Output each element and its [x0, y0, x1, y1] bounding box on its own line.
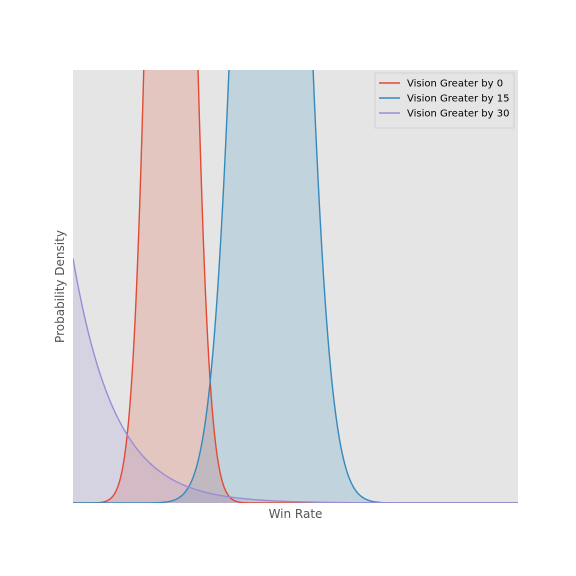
legend-label-vision-greater-by-15: Vision Greater by 15: [407, 94, 509, 105]
x-axis-label: Win Rate: [269, 507, 323, 521]
legend-label-vision-greater-by-30: Vision Greater by 30: [407, 109, 509, 120]
legend: Vision Greater by 0 Vision Greater by 15 V…: [375, 73, 514, 128]
y-axis-label: Probability Density: [53, 230, 67, 343]
legend-label-vision-greater-by-0: Vision Greater by 0: [407, 79, 503, 90]
